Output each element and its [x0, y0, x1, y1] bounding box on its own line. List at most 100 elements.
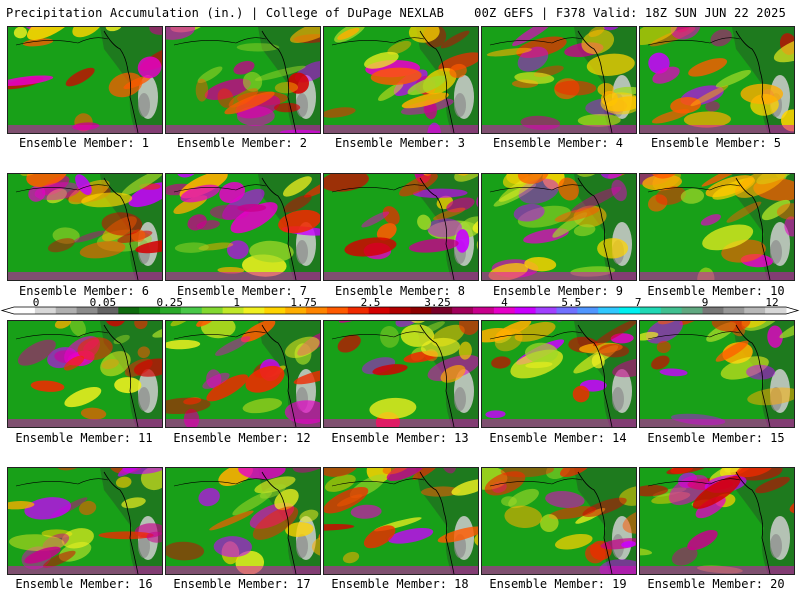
- ensemble-member-panel: [323, 320, 479, 428]
- dry-region-fill: [138, 93, 150, 117]
- precip-blob: [219, 181, 246, 203]
- precip-blob: [458, 341, 472, 360]
- precip-blob: [73, 230, 106, 243]
- legend-tick-label: 0.05: [90, 297, 117, 309]
- precip-blob: [242, 398, 283, 414]
- legend-tick-label: 0: [33, 297, 40, 309]
- precip-blob: [700, 214, 721, 226]
- precip-blob: [640, 485, 669, 497]
- precip-blob: [640, 331, 659, 341]
- precip-blob: [80, 407, 107, 420]
- precip-blob: [217, 88, 234, 108]
- tropical-band: [8, 272, 162, 280]
- ensemble-member-panel: [481, 467, 637, 575]
- legend-swatch: [681, 307, 704, 314]
- tropical-band: [324, 419, 478, 427]
- precip-blob: [240, 321, 276, 343]
- precip-blob: [418, 321, 445, 336]
- precip-blob: [230, 202, 278, 234]
- precip-blob: [600, 174, 625, 179]
- precip-blob: [180, 184, 220, 203]
- precip-blob: [104, 321, 127, 327]
- precip-blob: [640, 547, 653, 556]
- precip-blob: [588, 27, 605, 37]
- coastline: [647, 331, 741, 340]
- coastline: [331, 331, 425, 340]
- coastline: [735, 177, 771, 280]
- precip-blob: [254, 476, 296, 494]
- precip-blob: [726, 201, 762, 223]
- precip-blob: [114, 377, 142, 394]
- precip-blob: [137, 346, 150, 359]
- color-scale-legend: 0 0.05 0.25 1 1.75 2.5 3.25 4 5.5 7 9 12: [0, 297, 800, 315]
- precip-blob: [226, 240, 249, 260]
- tropical-band: [324, 125, 478, 133]
- precip-blob: [75, 174, 92, 195]
- precip-blob: [372, 364, 408, 376]
- precip-blob: [166, 27, 196, 40]
- precip-blob: [484, 471, 526, 496]
- precip-blob: [28, 185, 46, 202]
- precip-blob: [284, 336, 320, 358]
- precip-blob: [166, 397, 211, 415]
- precip-blob: [420, 337, 460, 357]
- legend-swatch: [765, 307, 787, 314]
- precip-blob: [692, 475, 741, 509]
- ensemble-member-panel: [639, 467, 795, 575]
- legend-swatch: [306, 307, 328, 314]
- ensemble-member-panel: [165, 26, 321, 134]
- precip-blob: [711, 321, 751, 332]
- tropical-band: [324, 566, 478, 574]
- precip-blob: [242, 71, 263, 92]
- precip-blob: [455, 229, 470, 253]
- coastline: [261, 30, 297, 133]
- coastline: [15, 331, 109, 340]
- precip-blob: [98, 531, 154, 540]
- dry-region-fill: [296, 240, 308, 264]
- legend-tick-label: 2.5: [361, 297, 381, 309]
- member-caption: Ensemble Member: 15: [647, 431, 785, 445]
- precip-blob: [683, 111, 732, 128]
- precip-blob: [446, 197, 475, 213]
- precip-blob: [344, 237, 397, 257]
- precip-blob: [600, 92, 636, 115]
- precip-blob: [324, 486, 369, 514]
- legend-tick-label: 4: [501, 297, 508, 309]
- dry-region-fill: [770, 240, 782, 264]
- precip-blob: [702, 224, 754, 251]
- precipitation-map: [7, 173, 163, 281]
- legend-tick-label: 12: [765, 297, 778, 309]
- legend-swatch: [201, 307, 224, 314]
- precip-blob: [559, 468, 591, 478]
- precip-blob: [283, 194, 312, 213]
- precipitation-map: [7, 26, 163, 134]
- precip-blob: [249, 240, 294, 263]
- member-caption: Ensemble Member: 19: [489, 577, 627, 591]
- precip-blob: [767, 325, 783, 348]
- legend-swatch: [577, 307, 599, 314]
- precip-blob: [236, 43, 280, 52]
- precip-blob: [504, 505, 543, 528]
- member-caption: Ensemble Member: 2: [176, 136, 308, 150]
- precip-blob: [395, 321, 426, 327]
- precip-blob: [514, 321, 556, 342]
- legend-swatch: [619, 307, 641, 314]
- coastline: [577, 30, 613, 133]
- member-caption: Ensemble Member: 6: [18, 284, 150, 298]
- precip-blob: [517, 46, 549, 72]
- precipitation-map: [165, 173, 321, 281]
- precipitation-map: [7, 467, 163, 575]
- precip-blob: [361, 211, 390, 228]
- tropical-band: [166, 419, 320, 427]
- chart-title: Precipitation Accumulation (in.) | Colle…: [6, 6, 445, 20]
- precip-blob: [363, 525, 396, 549]
- precip-blob: [122, 468, 162, 475]
- precip-blob: [369, 397, 417, 420]
- precip-blob: [245, 365, 285, 393]
- dry-region-fill: [770, 534, 782, 558]
- coastline: [735, 30, 771, 133]
- precip-blob: [784, 216, 794, 237]
- precip-blob: [8, 501, 35, 510]
- legend-swatch: [431, 307, 453, 314]
- ensemble-member-panel: [7, 467, 163, 575]
